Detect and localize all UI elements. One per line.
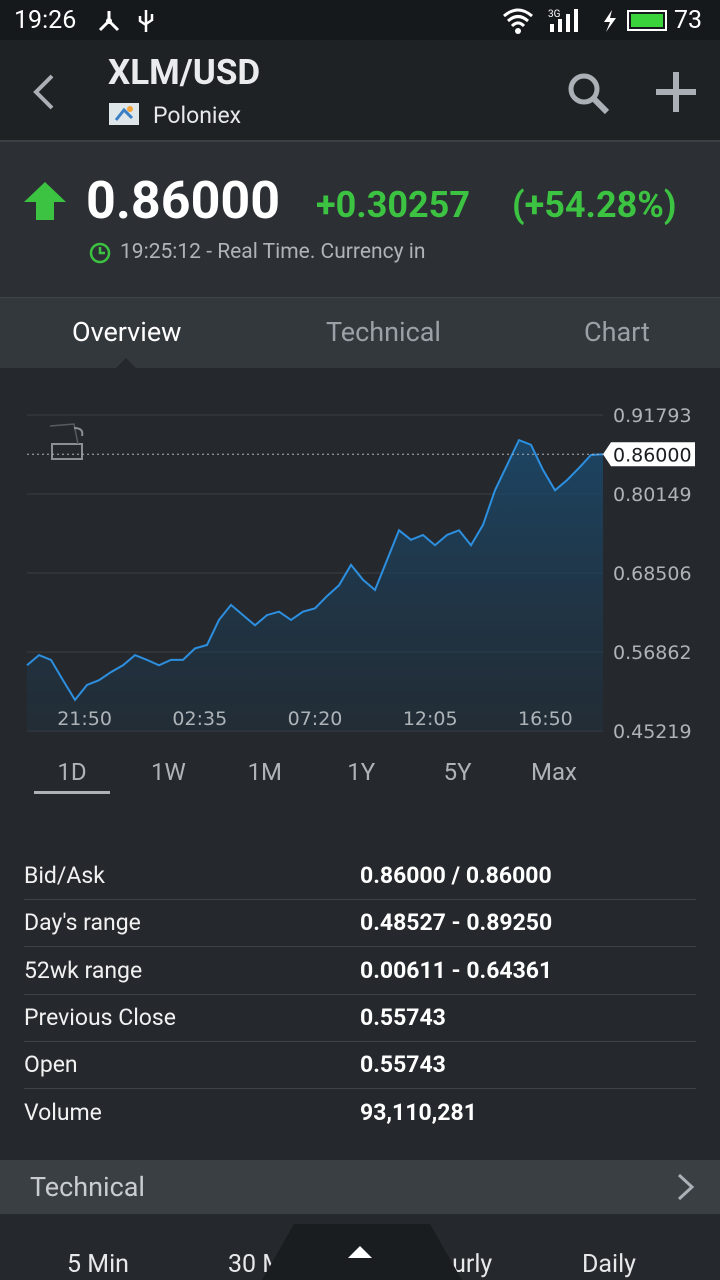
x-tick-label: 12:05 — [403, 708, 458, 730]
status-right-icons — [503, 8, 667, 34]
stat-label: Previous Close — [24, 1003, 176, 1031]
tab-bar — [0, 297, 720, 368]
tab[interactable]: Chart — [584, 316, 650, 348]
section-header[interactable]: Technical — [0, 1160, 720, 1214]
x-tick-label: 21:50 — [57, 708, 112, 730]
chevron — [677, 1173, 695, 1201]
x-tick-label: 02:35 — [172, 708, 227, 730]
period-underline — [34, 791, 110, 794]
period-button[interactable]: 1Y — [347, 758, 376, 786]
stat-value: 0.48527 - 0.89250 — [360, 909, 553, 937]
status-bar: 19:26 3G 73 — [0, 0, 720, 40]
up-arrow — [24, 182, 66, 220]
period-button[interactable]: 1M — [247, 758, 283, 786]
period-button[interactable]: 5Y — [443, 758, 472, 786]
status-icons — [98, 10, 154, 32]
last-price-box — [603, 442, 695, 467]
line-area — [27, 440, 603, 731]
y-tick-label: 0.56862 — [613, 642, 692, 664]
row-separator — [24, 1088, 696, 1090]
last-price-label: 0.86000 — [613, 444, 692, 466]
app-header: XLM/USD Poloniex — [0, 40, 720, 140]
y-tick-label: 0.45219 — [613, 721, 692, 743]
back-button[interactable] — [28, 72, 60, 112]
price-chart: 0.45219 0.56862 0.68506 0.80149 0.91793 21:50… — [26, 405, 695, 743]
battery-level: 73 — [674, 6, 703, 35]
time: 19:25:12 — [120, 240, 201, 264]
chart-type-icon[interactable] — [49, 423, 84, 460]
y-tick-label: 0.68506 — [613, 563, 692, 585]
stat-label: Bid/Ask — [24, 862, 105, 889]
time-note: - Real Time. Currency in — [201, 240, 426, 264]
x-tick-label: 07:20 — [288, 708, 343, 730]
section-title: Technical — [30, 1171, 145, 1203]
price-line — [26, 438, 604, 702]
tab-indicator — [116, 358, 136, 368]
stat-label: Volume — [24, 1098, 102, 1126]
quote-time: 19:25:12 - Real Time. Currency in — [120, 240, 425, 264]
period-button[interactable]: Max — [531, 758, 577, 786]
percent-change: (+54.28%) — [512, 184, 677, 226]
row-separator — [24, 946, 696, 948]
y-tick-label: 0.91793 — [613, 405, 692, 427]
price-change: +0.30257 — [316, 184, 470, 226]
stat-value: 0.55743 — [360, 1003, 446, 1031]
bottom-handle[interactable] — [262, 1222, 462, 1280]
tab[interactable]: Overview — [72, 316, 182, 348]
pair-title: XLM/USD — [108, 52, 261, 93]
stat-value: 0.00611 - 0.64361 — [360, 956, 553, 984]
row-separator — [24, 993, 696, 995]
y-tick-label: 0.80149 — [613, 484, 692, 506]
clock-icon — [89, 242, 111, 264]
add-button[interactable] — [654, 70, 698, 114]
stat-label: Open — [24, 1051, 78, 1079]
search-button[interactable] — [565, 70, 611, 116]
exchange-icon — [109, 103, 139, 125]
interval-tab[interactable]: Daily — [582, 1250, 636, 1279]
period-button[interactable]: 1D — [57, 758, 87, 786]
row-separator — [24, 899, 696, 900]
stat-label: Day's range — [24, 909, 141, 937]
stat-value: 0.55743 — [360, 1051, 446, 1079]
clock: 19:26 — [14, 6, 77, 35]
stat-label: 52wk range — [24, 956, 143, 984]
stat-value: 93,110,281 — [360, 1098, 477, 1126]
period-button[interactable]: 1W — [151, 758, 186, 786]
row-separator — [24, 1040, 696, 1042]
interval-tab[interactable]: 5 Min — [67, 1250, 129, 1279]
price: 0.86000 — [86, 170, 281, 231]
stat-value: 0.86000 / 0.86000 — [360, 862, 552, 889]
quote-panel: 0.86000 +0.30257 (+54.28%) 19:25:12 - Re… — [0, 140, 720, 298]
network-type: 3G — [548, 9, 561, 20]
tab[interactable]: Technical — [326, 316, 441, 348]
x-tick-label: 16:50 — [518, 708, 573, 730]
exchange-name: Poloniex — [153, 102, 242, 129]
